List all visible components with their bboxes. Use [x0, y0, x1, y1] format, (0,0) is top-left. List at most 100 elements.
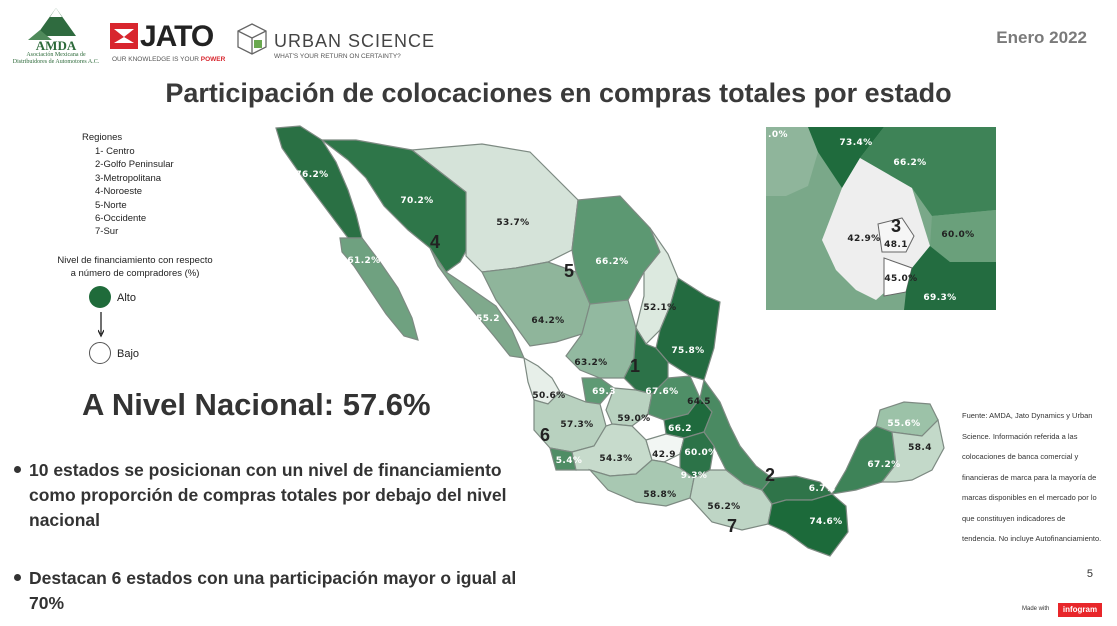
inset-state-west	[766, 127, 818, 196]
finding-item: 10 estados se posicionan con un nivel de…	[14, 458, 544, 533]
value-label: 6.7%	[809, 484, 836, 494]
urban-science-logo: URBAN SCIENCE WHAT'S YOUR RETURN ON CERT…	[236, 22, 436, 62]
value-label: 69.3	[592, 387, 616, 397]
value-label: 66.2%	[893, 158, 926, 168]
urban-science-tagline: WHAT'S YOUR RETURN ON CERTAINTY?	[274, 53, 401, 60]
urban-science-wordmark: URBAN SCIENCE	[274, 31, 436, 51]
value-label: 66.2	[668, 424, 692, 434]
metro-inset	[766, 127, 996, 310]
value-label: 67.6%	[645, 387, 678, 397]
value-label: 73.4%	[839, 138, 872, 148]
value-label: 42.9%	[847, 234, 880, 244]
inset-state-northeast	[860, 127, 996, 216]
value-label: 64.5	[687, 397, 711, 407]
value-label: 45.0%	[884, 274, 917, 284]
value-label: 57.3%	[560, 420, 593, 430]
amda-wordmark: AMDA	[36, 38, 77, 53]
page-number: 5	[1086, 568, 1093, 580]
region-item: 4-Noroeste	[95, 186, 142, 198]
amda-subtitle: Asociación Mexicana de Distribuidores de…	[12, 52, 100, 65]
jato-mark-icon	[110, 23, 138, 49]
value-label: 58.8%	[643, 490, 676, 500]
value-label: 55.2	[476, 314, 500, 324]
region-number: 1	[630, 356, 640, 376]
arrow-down-icon	[98, 312, 104, 338]
infogram-badge[interactable]: infogram	[1058, 603, 1102, 617]
state-guerrero	[588, 459, 695, 507]
state-sinaloa	[429, 247, 525, 359]
region-number: 3	[891, 216, 901, 236]
value-label: 61.2%	[347, 256, 380, 266]
value-label: 54.3%	[599, 454, 632, 464]
value-label: 63.2%	[574, 358, 607, 368]
regions-title: Regiones	[82, 132, 123, 143]
jato-tagline: OUR KNOWLEDGE IS YOUR POWER	[112, 56, 226, 63]
region-item: 1- Centro	[95, 146, 135, 157]
inset-state-cdmx	[877, 217, 915, 253]
region-number: 6	[540, 425, 550, 445]
value-label: 52.1%	[643, 303, 676, 313]
region-item: 6-Occidente	[95, 213, 147, 225]
value-label: 9.3%	[681, 471, 708, 481]
value-label: 42.9	[652, 450, 676, 460]
financing-legend-title: Nivel de financiamiento con respecto a n…	[57, 255, 213, 279]
region-item: 2-Golfo Peninsular	[95, 159, 174, 171]
region-item: 7-Sur	[95, 226, 119, 238]
value-label: 53.7%	[496, 218, 529, 228]
value-label: 67.2%	[867, 460, 900, 470]
value-label: 74.6%	[809, 517, 842, 527]
low-swatch	[89, 342, 111, 364]
made-with-text: Made with	[1022, 606, 1050, 612]
low-label: Bajo	[117, 348, 140, 360]
high-swatch	[89, 286, 111, 308]
report-date: Enero 2022	[996, 28, 1087, 47]
finding-item: Destacan 6 estados con una participación…	[14, 566, 544, 616]
value-label: 59.0%	[617, 414, 650, 424]
state-aguascalientes	[581, 377, 615, 405]
value-label: 50.6%	[532, 391, 565, 401]
region-number: 5	[564, 261, 574, 281]
inset-state-east	[930, 210, 996, 262]
state-quintana-roo	[880, 418, 945, 483]
state-values-layer: 76.2% 70.2% 53.7% 61.2% 66.2% 52.1% 55.2…	[295, 170, 932, 527]
value-label: 58.4	[908, 443, 932, 453]
national-level: A Nivel Nacional: 57.6%	[82, 387, 431, 422]
value-label: 75.8%	[671, 346, 704, 356]
value-label: 56.2%	[707, 502, 740, 512]
region-item: 3-Metropolitana	[95, 172, 162, 184]
region-number: 4	[430, 232, 440, 252]
value-label: .0%	[768, 130, 788, 140]
region-item: 5-Norte	[95, 199, 127, 211]
amda-mountain-icon: AMDA	[28, 8, 77, 53]
value-label: 55.6%	[887, 419, 920, 429]
urban-science-cube-icon	[237, 23, 267, 55]
page-title: Participación de colocaciones en compras…	[165, 78, 952, 108]
value-label: 60.0%	[684, 448, 717, 458]
jato-logo: JATO OUR KNOWLEDGE IS YOUR POWER	[110, 20, 228, 66]
regions-list: 1- Centro 2-Golfo Peninsular 3-Metropoli…	[95, 145, 174, 239]
region-number: 7	[727, 516, 737, 536]
source-note: Fuente: AMDA, Jato Dynamics y Urban Scie…	[962, 411, 1102, 543]
value-label: 64.2%	[531, 316, 564, 326]
inset-state-puebla	[904, 246, 996, 310]
region-number: 2	[765, 465, 775, 485]
value-label: 60.0%	[941, 230, 974, 240]
state-baja-california-sur	[339, 237, 419, 341]
high-label: Alto	[117, 292, 136, 304]
states-layer	[275, 125, 945, 557]
region-numbers-layer: 1 2 4 5 6 7	[430, 232, 775, 536]
value-label: 69.3%	[923, 293, 956, 303]
value-label: 70.2%	[400, 196, 433, 206]
key-findings: 10 estados se posicionan con un nivel de…	[14, 458, 544, 616]
inset-values-layer: .0% 73.4% 66.2% 42.9% 48.1 60.0% 45.0% 6…	[768, 130, 974, 303]
state-chiapas	[767, 493, 849, 557]
value-label: 48.1	[884, 240, 908, 250]
value-label: 66.2%	[595, 257, 628, 267]
state-guanajuato	[605, 387, 653, 427]
jato-wordmark: JATO	[140, 20, 214, 53]
inset-state-north	[808, 127, 884, 188]
value-label: 76.2%	[295, 170, 328, 180]
amda-logo: AMDA Asociación Mexicana de Distribuidor…	[8, 6, 104, 72]
value-label: 5.4%	[556, 456, 583, 466]
